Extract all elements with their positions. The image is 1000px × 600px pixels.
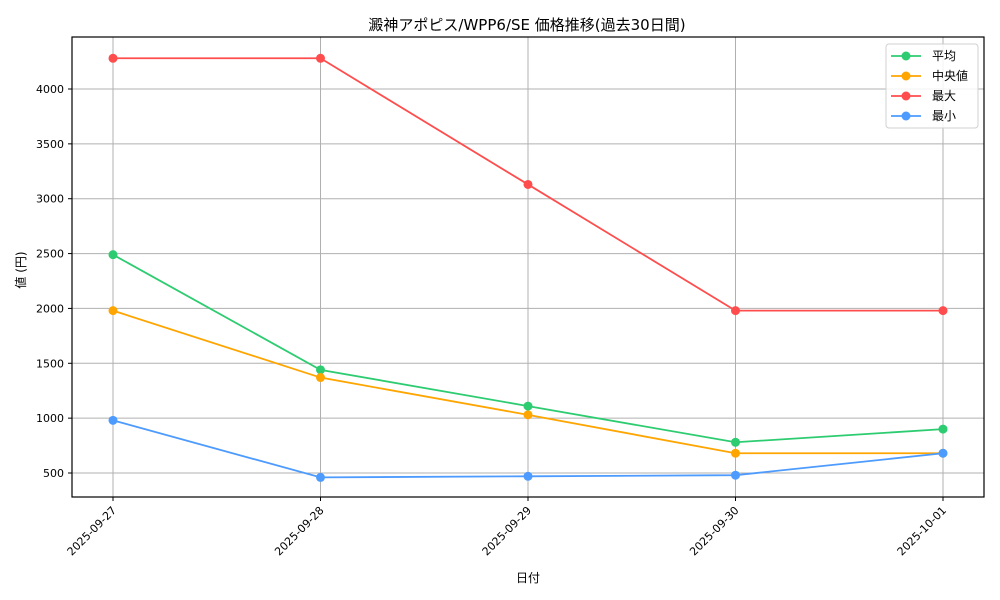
y-tick-label: 500 (43, 467, 64, 480)
x-tick-label: 2025-10-01 (895, 504, 949, 558)
legend-label: 平均 (932, 49, 956, 63)
data-point (316, 53, 325, 63)
x-tick-label: 2025-09-28 (272, 504, 326, 558)
data-point (108, 415, 118, 425)
data-point (523, 401, 533, 411)
y-tick-label: 4000 (36, 83, 64, 96)
x-axis-label: 日付 (516, 571, 540, 585)
y-tick-label: 2000 (36, 302, 64, 315)
x-tick-label: 2025-09-30 (687, 504, 741, 558)
data-point (731, 448, 740, 458)
y-tick-label: 2500 (36, 248, 64, 261)
data-point (108, 306, 118, 316)
y-tick-label: 3000 (36, 193, 64, 206)
x-tick-label: 2025-09-29 (480, 504, 534, 558)
legend-label: 最大 (932, 89, 956, 103)
series-3 (108, 415, 948, 482)
legend-item: 中央値 (891, 68, 968, 83)
series-0 (108, 250, 948, 447)
data-point (731, 437, 740, 447)
data-point (938, 306, 948, 316)
data-point (731, 470, 740, 480)
data-point (108, 53, 118, 63)
legend-item: 最大 (891, 89, 956, 103)
data-point (938, 448, 948, 458)
y-tick-label: 3500 (36, 138, 64, 151)
y-tick-label: 1000 (36, 412, 64, 425)
series-layer (108, 53, 948, 482)
data-point (316, 365, 325, 375)
legend-label: 中央値 (932, 68, 968, 83)
data-point (731, 306, 740, 316)
x-axis-ticks: 2025-09-27 2025-09-28 2025-09-29 2025-09-30… (65, 497, 949, 558)
chart-title: 澱神アポピス/WPP6/SE 価格推移(過去30日間) (368, 16, 685, 34)
data-point (108, 250, 118, 260)
legend-item: 平均 (891, 49, 956, 63)
data-point (523, 410, 533, 420)
data-point (523, 471, 533, 481)
legend-marker-icon (901, 51, 911, 61)
legend-marker-icon (901, 91, 911, 101)
data-point (316, 373, 325, 383)
y-axis-ticks: 500 1000 1500 2000 2500 3000 3500 4000 (36, 83, 72, 480)
data-point (316, 472, 325, 482)
x-tick-label: 2025-09-27 (65, 504, 119, 558)
data-point (523, 179, 533, 189)
legend-item: 最小 (891, 109, 956, 123)
series-2 (108, 53, 948, 316)
grid-lines (72, 37, 984, 497)
legend-box (885, 43, 979, 129)
legend-marker-icon (901, 111, 911, 121)
legend-marker-icon (901, 71, 911, 81)
data-point (938, 424, 948, 434)
legend-label: 最小 (932, 109, 956, 123)
y-tick-label: 1500 (36, 357, 64, 370)
y-axis-label: 値 (円) (13, 251, 28, 288)
